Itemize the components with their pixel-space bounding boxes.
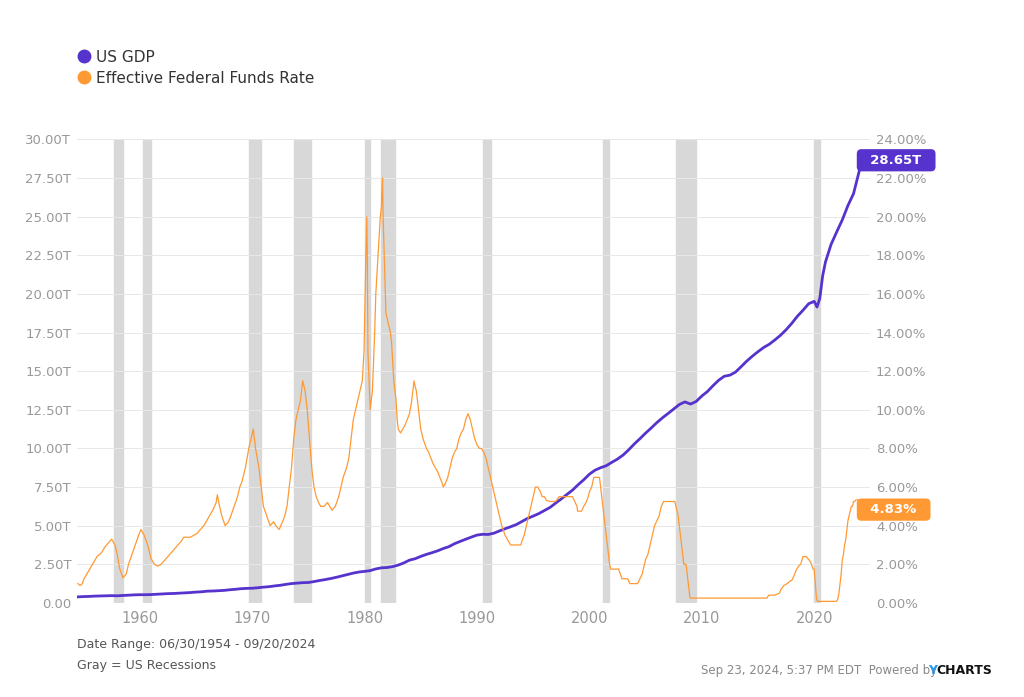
Bar <box>603 139 609 603</box>
Text: Date Range: 06/30/1954 - 09/20/2024: Date Range: 06/30/1954 - 09/20/2024 <box>77 638 315 651</box>
Bar <box>677 139 696 603</box>
Bar <box>250 139 260 603</box>
Bar <box>294 139 311 603</box>
Bar <box>365 139 371 603</box>
Bar <box>482 139 492 603</box>
Bar <box>814 139 820 603</box>
Bar <box>381 139 395 603</box>
Bar <box>115 139 123 603</box>
Text: Y: Y <box>928 664 937 677</box>
Text: CHARTS: CHARTS <box>936 664 992 677</box>
Text: 28.65T: 28.65T <box>861 154 931 167</box>
Bar <box>142 139 151 603</box>
Text: 4.83%: 4.83% <box>861 503 926 516</box>
Text: Gray = US Recessions: Gray = US Recessions <box>77 659 216 672</box>
Text: Sep 23, 2024, 5:37 PM EDT  Powered by: Sep 23, 2024, 5:37 PM EDT Powered by <box>701 664 941 677</box>
Legend: US GDP, Effective Federal Funds Rate: US GDP, Effective Federal Funds Rate <box>81 49 314 86</box>
